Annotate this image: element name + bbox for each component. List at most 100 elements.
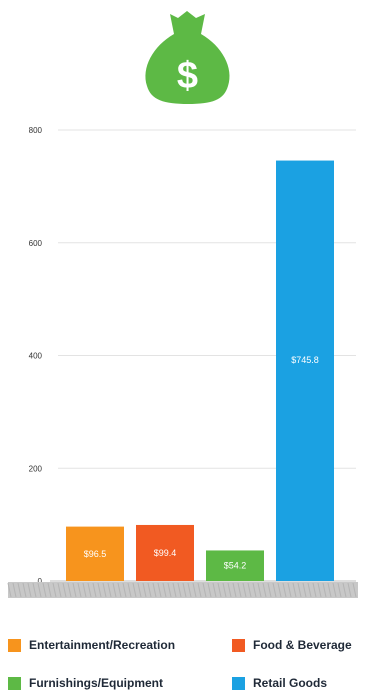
y-tick-label: 0 (38, 577, 43, 586)
x-axis-band-texture (312, 582, 317, 598)
x-axis-band-texture (347, 582, 352, 598)
x-axis-band-texture (152, 582, 157, 598)
x-axis-band-texture (117, 582, 122, 598)
x-axis-band-texture (57, 582, 62, 598)
x-axis-band-texture (127, 582, 132, 598)
x-axis-band-texture (77, 582, 82, 598)
x-axis-band-texture (227, 582, 232, 598)
x-axis-band-texture (332, 582, 337, 598)
x-axis-band-texture (182, 582, 187, 598)
x-axis-band-texture (72, 582, 77, 598)
x-axis-band-texture (32, 582, 37, 598)
legend-item: Entertainment/Recreation (8, 636, 175, 654)
legend-label: Entertainment/Recreation (29, 638, 176, 652)
x-axis-band-texture (107, 582, 112, 598)
x-axis-band-texture (247, 582, 252, 598)
x-axis-band-texture (342, 582, 347, 598)
chart-svg: 0 200 400 600 800 $96.5 $99.4 $54.2 $745.8 (7, 126, 358, 598)
legend-swatch (232, 638, 245, 652)
x-axis-band-texture (162, 582, 167, 598)
x-axis-band-texture (112, 582, 117, 598)
x-axis-band-texture (42, 582, 47, 598)
money-bag-neck (170, 11, 205, 34)
legend-item: Retail Goods (232, 674, 327, 692)
x-axis-band-texture (157, 582, 162, 598)
x-axis-band-texture (212, 582, 217, 598)
money-bag-graphic: $ (145, 11, 230, 104)
x-axis-band-texture (22, 582, 27, 598)
legend-label: Retail Goods (253, 676, 328, 690)
x-axis-band-texture (352, 582, 357, 598)
x-axis-band-texture (307, 582, 312, 598)
x-axis-band-texture (7, 582, 12, 598)
x-axis-band-texture (147, 582, 152, 598)
x-axis-band-texture (207, 582, 212, 598)
x-axis-band-texture (167, 582, 172, 598)
x-axis-band-texture (202, 582, 207, 598)
legend-item: Food & Beverage (232, 636, 352, 654)
x-axis-band-texture (292, 582, 297, 598)
x-axis-band-texture (62, 582, 67, 598)
x-axis-band-texture (97, 582, 102, 598)
x-axis-band-texture (242, 582, 247, 598)
x-axis-band-texture (132, 582, 137, 598)
x-axis-band-texture (217, 582, 222, 598)
x-axis-band-texture (82, 582, 87, 598)
x-axis-band-texture (37, 582, 42, 598)
legend-swatch (8, 638, 21, 652)
x-axis-band-texture (142, 582, 147, 598)
dollar-sign: $ (177, 55, 198, 97)
x-axis-band-texture (47, 582, 52, 598)
x-axis-band-texture (87, 582, 92, 598)
x-axis-band-texture (272, 582, 277, 598)
money-bag-icon: $ (140, 8, 235, 108)
bar-chart: 0 200 400 600 800 $96.5 $99.4 $54.2 $745.8 (0, 115, 377, 610)
x-axis-band-texture (237, 582, 242, 598)
x-axis-band-texture (12, 582, 17, 598)
x-axis-band-texture (267, 582, 272, 598)
bar-data-label: $54.2 (224, 561, 247, 571)
x-axis-band-texture (52, 582, 57, 598)
x-axis-band-texture (302, 582, 307, 598)
y-tick-label: 600 (29, 239, 43, 248)
x-axis-band-texture (257, 582, 262, 598)
bar (66, 526, 124, 581)
bar-data-label: $96.5 (84, 549, 107, 559)
x-axis-band-texture (122, 582, 127, 598)
x-axis-band-texture (172, 582, 177, 598)
money-bag-body (145, 34, 230, 104)
legend-swatch (8, 676, 21, 690)
legend-item: Furnishings/Equipment (8, 674, 163, 692)
x-axis-band-texture (282, 582, 287, 598)
legend-label: Furnishings/Equipment (29, 676, 163, 690)
x-axis-band-texture (197, 582, 202, 598)
chart-legend: Entertainment/Recreation Food & Beverage F… (0, 636, 377, 700)
bar-data-label: $99.4 (154, 548, 177, 558)
x-axis-band-texture (262, 582, 267, 598)
bar (136, 524, 194, 581)
y-tick-label: 400 (29, 352, 43, 361)
x-axis-band-texture (177, 582, 182, 598)
bar (276, 160, 334, 582)
bar-data-label: $745.8 (291, 355, 319, 365)
x-axis-band-texture (277, 582, 282, 598)
x-axis-band-texture (297, 582, 302, 598)
x-axis-band-texture (232, 582, 237, 598)
legend-label: Food & Beverage (253, 638, 352, 652)
y-tick-label: 800 (29, 126, 43, 135)
x-axis-band-texture (327, 582, 332, 598)
x-axis-band-texture (222, 582, 227, 598)
x-axis-band-texture (317, 582, 322, 598)
x-axis-band-texture (137, 582, 142, 598)
x-axis-band-texture (27, 582, 32, 598)
legend-swatch (232, 676, 245, 690)
y-tick-label: 200 (29, 464, 43, 473)
x-axis-band-texture (67, 582, 72, 598)
x-axis-band-texture (287, 582, 292, 598)
x-axis-band-texture (92, 582, 97, 598)
x-axis-band-texture (322, 582, 327, 598)
x-axis-band-texture (337, 582, 342, 598)
x-axis-band-texture (187, 582, 192, 598)
x-axis-band-texture (252, 582, 257, 598)
x-axis-band-texture (17, 582, 22, 598)
